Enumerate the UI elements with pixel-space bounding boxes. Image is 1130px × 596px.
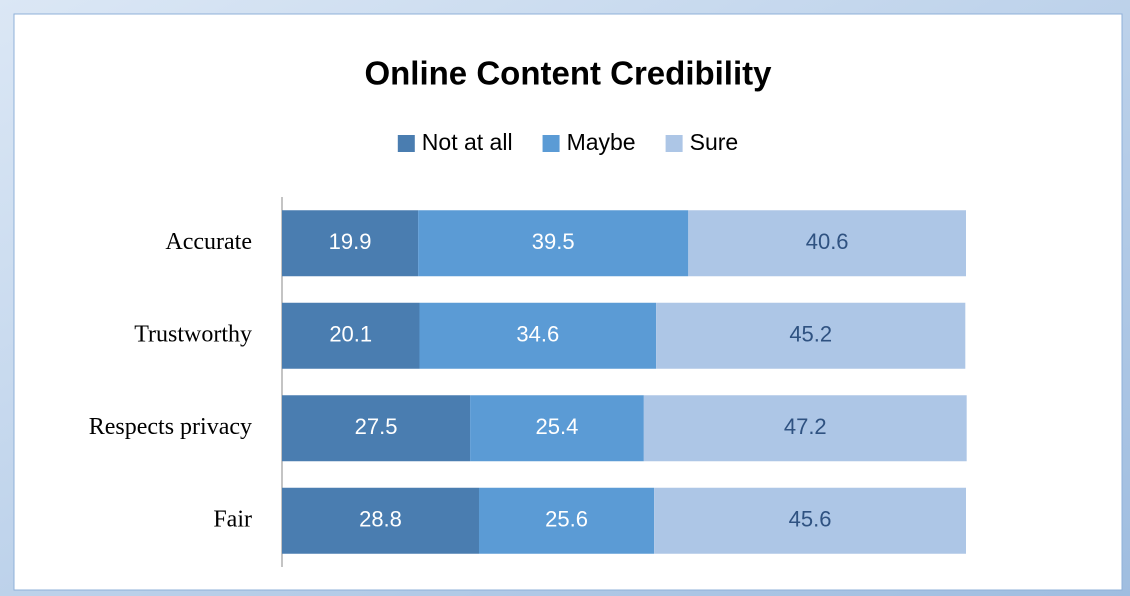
bar-segment [282,210,419,277]
legend-swatch [542,135,560,152]
data-label: 25.4 [536,414,579,439]
legend-swatch [397,135,415,152]
data-label: 39.5 [532,229,575,254]
legend-label: Not at all [422,129,513,155]
data-label: 19.9 [329,229,372,254]
data-label: 34.6 [516,322,559,347]
legend-label: Sure [690,129,739,155]
data-label: 27.5 [355,414,398,439]
data-label: 25.6 [545,507,588,532]
data-label: 45.6 [789,507,832,532]
category-label: Respects privacy [89,414,252,440]
bar-segment [282,395,471,462]
data-label: 28.8 [359,507,402,532]
bar-segment [654,487,966,554]
chart-title: Online Content Credibility [364,55,772,92]
data-label: 45.2 [789,322,832,347]
data-label: 40.6 [806,229,849,254]
bar-segment [282,487,479,554]
data-label: 20.1 [329,322,372,347]
bar-segment [419,302,657,369]
bar-segment [656,302,966,369]
category-label: Trustworthy [134,321,252,347]
legend-label: Maybe [567,129,636,155]
data-label: 47.2 [784,414,827,439]
category-label: Accurate [165,229,252,255]
bar-segment [478,487,655,554]
category-label: Fair [213,506,252,532]
bar-segment [282,302,420,369]
bar-segment [643,395,967,462]
bar-segment [688,210,966,277]
bar-segment [470,395,644,462]
legend-swatch [665,135,683,152]
bar-segment [418,210,689,277]
